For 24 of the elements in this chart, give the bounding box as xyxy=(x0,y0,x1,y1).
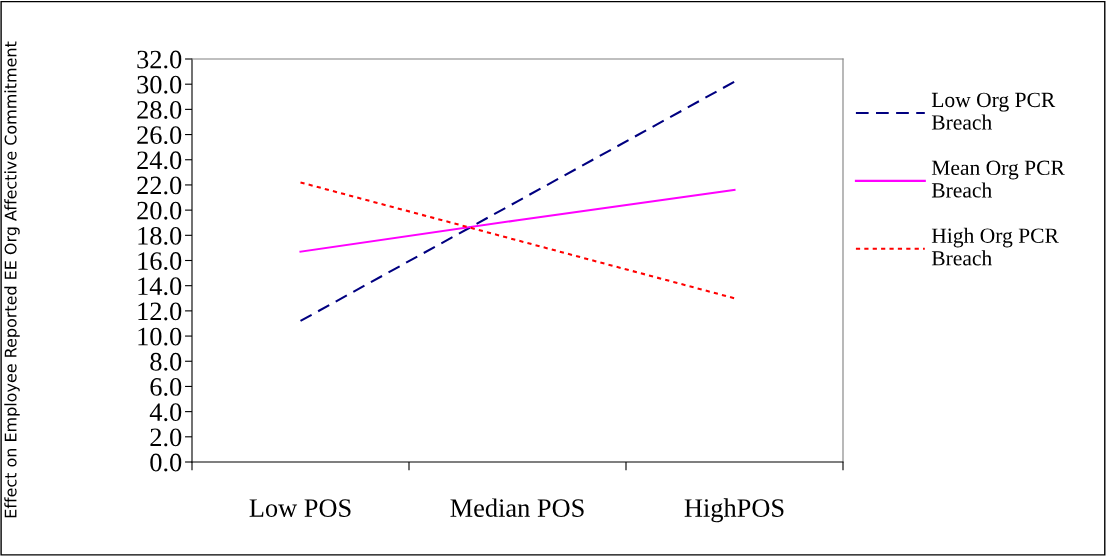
y-tick-label: 24.0 xyxy=(137,151,182,170)
x-tick-label: HighPOS xyxy=(684,498,784,523)
y-tick-label: 26.0 xyxy=(137,126,182,145)
y-tick-label: 14.0 xyxy=(138,277,182,296)
y-tick-label: 4.0 xyxy=(149,403,182,422)
legend-label: High Org PCR Breach xyxy=(931,227,1059,266)
y-tick-label: 20.0 xyxy=(137,201,182,220)
y-tick-label: 10.0 xyxy=(138,327,182,346)
y-tick-label: 28.0 xyxy=(137,100,182,119)
x-tick-label: Low POS xyxy=(249,499,351,517)
y-tick-label: 32.0 xyxy=(137,50,182,69)
y-tick-label: 30.0 xyxy=(137,75,182,94)
legend-label: Mean Org PCR Breach xyxy=(931,160,1065,198)
y-tick-label: 0.0 xyxy=(150,453,182,472)
y-tick-label: 8.0 xyxy=(150,352,182,371)
legend-label: Low Org PCR Breach xyxy=(931,92,1056,130)
y-tick-label: 6.0 xyxy=(150,378,182,396)
y-tick-label: 18.0 xyxy=(138,226,182,245)
x-tick-label: Median POS xyxy=(450,498,584,517)
y-tick-label: 12.0 xyxy=(138,302,182,321)
y-tick-label: 22.0 xyxy=(137,176,182,195)
y-tick-label: 16.0 xyxy=(138,252,182,271)
text: Effect on Employee Reported EE Org Affective Commitment xyxy=(4,41,20,518)
y-tick-label: 2.0 xyxy=(150,428,182,447)
